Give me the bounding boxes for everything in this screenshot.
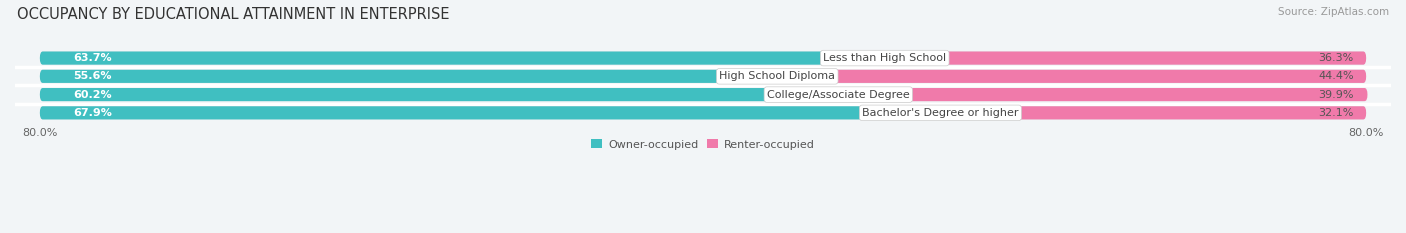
- Legend: Owner-occupied, Renter-occupied: Owner-occupied, Renter-occupied: [586, 135, 820, 154]
- FancyBboxPatch shape: [884, 51, 1367, 65]
- FancyBboxPatch shape: [39, 51, 884, 65]
- Text: 36.3%: 36.3%: [1319, 53, 1354, 63]
- FancyBboxPatch shape: [39, 88, 838, 101]
- Text: High School Diploma: High School Diploma: [720, 71, 835, 81]
- FancyBboxPatch shape: [838, 88, 1368, 101]
- Text: College/Associate Degree: College/Associate Degree: [766, 90, 910, 99]
- FancyBboxPatch shape: [39, 70, 778, 83]
- FancyBboxPatch shape: [778, 70, 1367, 83]
- FancyBboxPatch shape: [39, 70, 1367, 83]
- FancyBboxPatch shape: [39, 51, 1367, 65]
- Text: OCCUPANCY BY EDUCATIONAL ATTAINMENT IN ENTERPRISE: OCCUPANCY BY EDUCATIONAL ATTAINMENT IN E…: [17, 7, 450, 22]
- Text: 60.2%: 60.2%: [73, 90, 111, 99]
- Text: 39.9%: 39.9%: [1319, 90, 1354, 99]
- Text: 67.9%: 67.9%: [73, 108, 112, 118]
- FancyBboxPatch shape: [941, 106, 1367, 120]
- Text: 63.7%: 63.7%: [73, 53, 111, 63]
- FancyBboxPatch shape: [39, 106, 941, 120]
- FancyBboxPatch shape: [39, 106, 1367, 120]
- Text: 44.4%: 44.4%: [1317, 71, 1354, 81]
- Text: 55.6%: 55.6%: [73, 71, 111, 81]
- Text: 32.1%: 32.1%: [1319, 108, 1354, 118]
- Text: Less than High School: Less than High School: [823, 53, 946, 63]
- FancyBboxPatch shape: [39, 88, 1367, 101]
- Text: Bachelor's Degree or higher: Bachelor's Degree or higher: [862, 108, 1019, 118]
- Text: Source: ZipAtlas.com: Source: ZipAtlas.com: [1278, 7, 1389, 17]
